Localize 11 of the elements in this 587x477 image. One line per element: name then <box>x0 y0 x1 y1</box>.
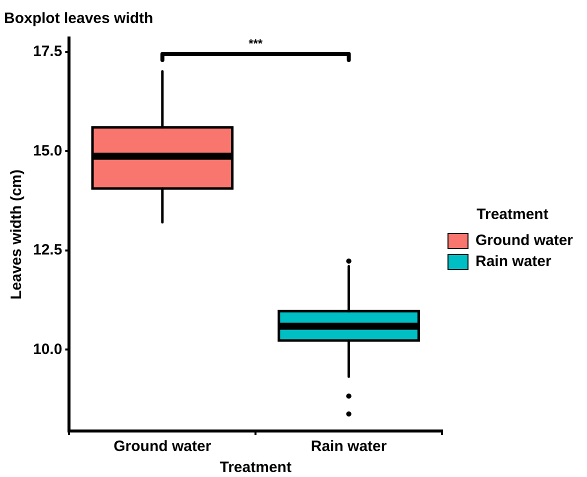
y-tick-label: 10.0 <box>32 340 62 358</box>
y-tick-label: 17.5 <box>32 43 62 60</box>
y-axis-title: Leaves width (cm) <box>8 169 26 300</box>
annotation: *** <box>248 36 263 50</box>
y-tick-label: 15.0 <box>32 142 62 160</box>
chart-title: Boxplot leaves width <box>4 10 154 28</box>
x-axis-title: Treatment <box>220 459 292 476</box>
legend-title: Treatment <box>476 206 548 224</box>
legend-label: Rain water <box>475 253 552 270</box>
y-tick-label: 12.5 <box>32 242 62 259</box>
legend-label: Ground water <box>475 232 574 250</box>
